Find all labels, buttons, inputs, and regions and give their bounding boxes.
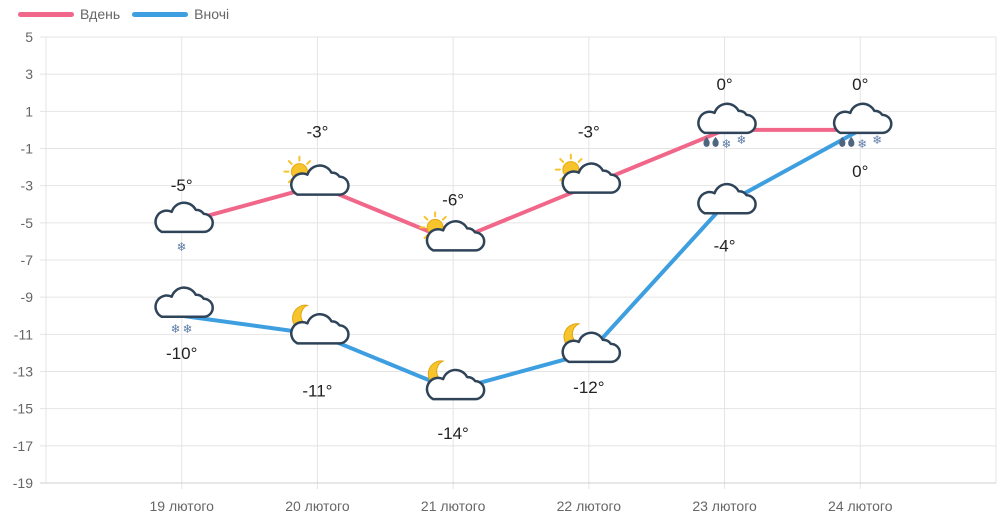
cloud-rain-snow-icon: ❄ ❄ [697, 102, 757, 151]
x-tick-label: 20 лютого [285, 498, 350, 514]
chart-legend: Вдень Вночі [18, 6, 241, 22]
x-tick-label: 19 лютого [149, 498, 214, 514]
sun-cloud-icon [283, 155, 350, 196]
cloud-shape [154, 201, 214, 234]
y-tick-label: -19 [13, 475, 33, 491]
y-tick-label: -3 [21, 178, 34, 194]
moon-cloud-icon [290, 304, 350, 345]
y-tick-label: 1 [25, 103, 33, 119]
legend-swatch-day [18, 11, 74, 17]
raindrop-icon [712, 136, 719, 147]
raindrop-icon [848, 136, 855, 147]
day-temp-label: 0° [852, 75, 868, 94]
grid [40, 36, 997, 489]
legend-swatch-night [132, 11, 189, 17]
legend-label-night: Вночі [194, 6, 230, 22]
snowflake-icon: ❄ [183, 322, 193, 336]
legend-label-day: Вдень [80, 6, 121, 22]
legend-item-night[interactable]: Вночі [132, 6, 229, 22]
sun-ray [577, 158, 583, 163]
cloud-snow-light-icon: ❄ [154, 201, 214, 254]
night-temp-label: -14° [437, 424, 468, 443]
x-tick-label: 24 лютого [828, 498, 893, 514]
y-tick-label: -17 [13, 438, 33, 454]
cloud-shape [154, 286, 214, 318]
cloud-shape [697, 102, 757, 135]
cloud-shape [561, 331, 622, 364]
snowflake-icon: ❄ [737, 133, 747, 147]
snowflake-icon: ❄ [722, 137, 732, 151]
cloud-shape [832, 102, 893, 135]
snowflake-icon: ❄ [171, 322, 181, 336]
night-temp-label: -10° [166, 344, 197, 363]
cloud-shape [561, 162, 622, 194]
sun-cloud-icon [554, 153, 622, 194]
x-tick-label: 23 лютого [692, 498, 757, 514]
sun-ray [287, 160, 293, 165]
legend-item-day[interactable]: Вдень [18, 6, 120, 22]
y-tick-label: -11 [14, 326, 33, 342]
cloud-shape [290, 164, 350, 196]
cloud-icon [697, 182, 757, 215]
cloud-shape [697, 182, 757, 215]
night-temp-label: 0° [852, 162, 868, 181]
day-temp-label: -3° [578, 123, 600, 142]
x-tick-label: 21 лютого [421, 498, 486, 514]
sun-ray [306, 160, 312, 165]
night-temp-label: -11° [302, 381, 332, 400]
y-tick-label: -7 [21, 252, 34, 268]
raindrop-icon [839, 136, 846, 147]
snowflake-icon: ❄ [872, 133, 882, 147]
moon-cloud-icon [425, 360, 486, 401]
cloud-shape [425, 220, 486, 252]
day-temp-label: 0° [716, 75, 732, 94]
y-tick-label: -13 [13, 364, 33, 380]
night-temp-label: -12° [573, 378, 604, 397]
snowflake-icon: ❄ [857, 137, 867, 151]
cloud-snow-icon: ❄ ❄ [154, 286, 214, 336]
sun-ray [423, 215, 429, 221]
cloud-shape [290, 312, 350, 345]
day-temp-label: -6° [442, 190, 464, 209]
x-tick-label: 22 лютого [557, 498, 622, 514]
y-tick-label: 5 [25, 29, 33, 45]
snowflake-icon: ❄ [177, 240, 187, 254]
cloud-rain-snow-icon: ❄ ❄ [832, 102, 893, 151]
sun-ray [559, 158, 565, 163]
y-tick-label: -5 [21, 215, 34, 231]
night-temp-label: -4° [714, 236, 736, 255]
raindrop-icon [703, 136, 710, 147]
day-temp-label: -3° [306, 123, 328, 142]
sun-cloud-icon [419, 211, 486, 252]
day-temp-label: -5° [171, 176, 193, 195]
sun-ray [441, 215, 447, 221]
y-tick-label: -15 [13, 401, 33, 417]
cloud-shape [425, 368, 486, 401]
y-tick-label: -9 [21, 289, 34, 305]
y-tick-label: -1 [21, 141, 34, 157]
moon-cloud-icon [561, 323, 622, 364]
y-tick-label: 3 [25, 66, 33, 82]
